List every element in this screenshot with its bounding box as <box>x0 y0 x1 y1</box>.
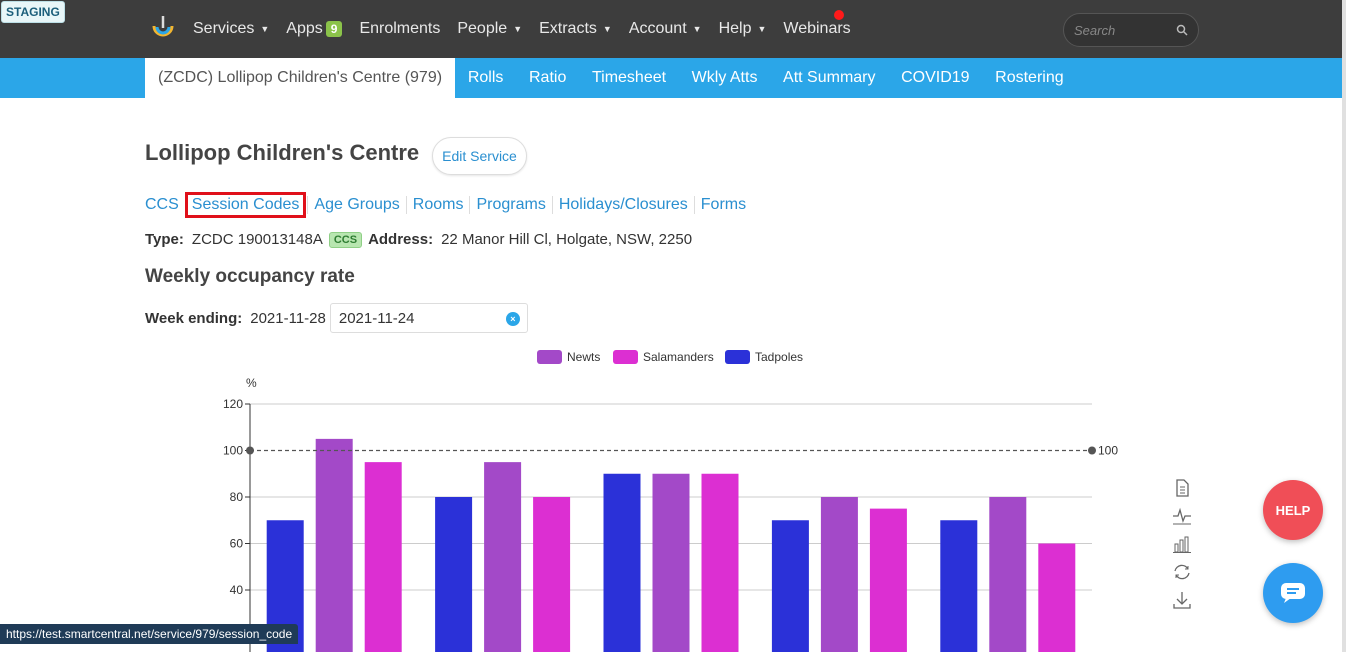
address-label: Address: <box>368 231 434 248</box>
tab-forms[interactable]: Forms <box>693 196 752 214</box>
nav-help[interactable]: Help ▼ <box>718 20 767 37</box>
edit-service-button[interactable]: Edit Service <box>432 137 527 175</box>
y-tick-label: 60 <box>230 537 244 551</box>
search-input[interactable] <box>1074 22 1169 38</box>
markline-start-point <box>246 446 254 455</box>
nav-services[interactable]: Services ▼ <box>193 20 270 37</box>
main-menu: Services ▼ Apps 9 Enrolments People ▼ Extra… <box>193 0 868 58</box>
markline-end-point <box>1088 446 1096 455</box>
nav-webinars[interactable]: Webinars <box>783 20 851 37</box>
nav-account[interactable]: Account ▼ <box>628 20 702 37</box>
ccs-badge: CCS <box>328 231 363 248</box>
caret-down-icon: ▼ <box>513 24 523 34</box>
apps-count-badge: 9 <box>325 21 343 37</box>
type-value: ZCDC 190013148A <box>191 231 323 248</box>
legend-label-salamanders: Salamanders <box>643 350 714 364</box>
y-axis-unit-label: % <box>246 376 257 390</box>
y-tick-label: 80 <box>230 490 244 504</box>
page-title: Lollipop Children's Centre <box>145 140 420 165</box>
status-bar-url: https://test.smartcentral.net/service/97… <box>0 624 299 644</box>
bar-salamanders <box>701 473 739 652</box>
service-info: Type: ZCDC 190013148A CCS Address: 22 Ma… <box>145 231 692 248</box>
subnav-ratio[interactable]: Ratio <box>529 69 567 86</box>
tab-session-codes[interactable]: Session Codes <box>184 192 307 218</box>
data-view-icon[interactable] <box>1172 478 1192 498</box>
week-ending-row: Week ending: 2021-11-28 2021-11-24 × <box>145 303 528 333</box>
caret-down-icon: ▼ <box>260 24 270 34</box>
page-scrollbar[interactable] <box>1342 0 1346 652</box>
tab-rooms[interactable]: Rooms <box>405 196 470 214</box>
notification-dot <box>834 10 844 20</box>
legend-swatch-newts <box>537 350 562 364</box>
bar-salamanders <box>533 497 571 652</box>
nav-people[interactable]: People ▼ <box>457 20 523 37</box>
legend-swatch-tadpoles <box>725 350 750 364</box>
top-navbar: STAGING Services ▼ Apps 9 Enrolments Peopl… <box>0 0 1346 58</box>
line-chart-icon[interactable] <box>1172 506 1192 526</box>
download-icon[interactable] <box>1172 590 1192 610</box>
type-label: Type: <box>145 231 184 248</box>
bar-salamanders <box>869 508 907 652</box>
y-tick-label: 100 <box>223 444 243 458</box>
occupancy-section-title: Weekly occupancy rate <box>145 266 355 287</box>
restore-icon[interactable] <box>1172 562 1192 582</box>
subnav-current-service[interactable]: (ZCDC) Lollipop Children's Centre (979) <box>145 58 456 98</box>
environment-badge: STAGING <box>1 1 65 23</box>
search-box[interactable] <box>1063 13 1199 47</box>
tab-age-groups[interactable]: Age Groups <box>307 196 405 214</box>
occupancy-chart: Newts Salamanders Tadpoles% 40 60 80 100 120 100 <box>223 350 1118 652</box>
clear-date-icon[interactable]: × <box>505 312 520 326</box>
bar-newts <box>315 438 353 652</box>
bar-tadpoles <box>603 473 641 652</box>
nav-extracts[interactable]: Extracts ▼ <box>539 20 612 37</box>
nav-enrolments[interactable]: Enrolments <box>359 20 441 37</box>
help-button[interactable]: HELP <box>1263 480 1323 540</box>
markline-label: 100 <box>1098 444 1118 458</box>
week-ending-label: Week ending: <box>145 309 243 327</box>
legend-label-newts: Newts <box>567 350 600 364</box>
service-subnav: (ZCDC) Lollipop Children's Centre (979) … <box>0 58 1342 98</box>
subnav-rostering[interactable]: Rostering <box>995 69 1064 86</box>
subnav-covid19[interactable]: COVID19 <box>901 69 970 86</box>
search-icon[interactable] <box>1176 24 1188 36</box>
caret-down-icon: ▼ <box>757 24 767 34</box>
nav-apps[interactable]: Apps 9 <box>286 20 343 38</box>
tab-holidays-closures[interactable]: Holidays/Closures <box>551 196 694 214</box>
chart-toolbox <box>1172 478 1196 618</box>
bar-tadpoles <box>771 520 809 652</box>
week-date-input[interactable]: 2021-11-24 × <box>329 303 528 333</box>
week-date-value: 2021-11-24 <box>338 309 415 327</box>
bar-newts <box>820 497 858 652</box>
bar-tadpoles <box>435 497 473 652</box>
service-tabs: CCS Session Codes Age Groups Rooms Progr… <box>145 190 752 220</box>
caret-down-icon: ▼ <box>692 24 702 34</box>
app-logo-icon[interactable] <box>150 14 176 42</box>
subnav-timesheet[interactable]: Timesheet <box>591 69 667 86</box>
bar-newts <box>989 497 1027 652</box>
address-value: 22 Manor Hill Cl, Holgate, NSW, 2250 <box>441 231 693 248</box>
bar-salamanders <box>364 462 402 652</box>
tab-programs[interactable]: Programs <box>469 196 551 214</box>
y-tick-label: 40 <box>230 583 244 597</box>
subnav-rolls[interactable]: Rolls <box>467 69 504 86</box>
bar-newts <box>652 473 690 652</box>
bar-tadpoles <box>940 520 978 652</box>
caret-down-icon: ▼ <box>602 24 612 34</box>
bar-chart-icon[interactable] <box>1172 534 1192 554</box>
chat-button[interactable] <box>1263 563 1323 623</box>
chat-icon <box>1281 583 1305 603</box>
week-ending-value: 2021-11-28 <box>250 309 326 327</box>
bar-salamanders <box>1038 543 1076 652</box>
subnav-att-summary[interactable]: Att Summary <box>783 69 876 86</box>
y-tick-label: 120 <box>223 397 243 411</box>
bar-newts <box>484 462 522 652</box>
tab-ccs[interactable]: CCS <box>145 196 179 213</box>
subnav-wkly-atts[interactable]: Wkly Atts <box>691 69 758 86</box>
legend-swatch-salamanders <box>613 350 638 364</box>
legend-label-tadpoles: Tadpoles <box>755 350 803 364</box>
